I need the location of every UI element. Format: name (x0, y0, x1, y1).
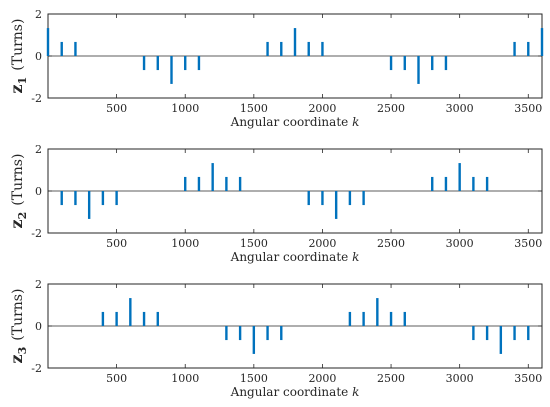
y-axis-label-unit: (Turns) (10, 154, 26, 206)
x-tick-label: 500 (106, 372, 127, 385)
y-tick-label: 0 (35, 50, 42, 63)
x-tick-label: 1000 (171, 237, 199, 250)
x-tick-label: 500 (106, 237, 127, 250)
x-tick-label: 3000 (446, 102, 474, 115)
y-tick-label: -2 (31, 362, 42, 375)
x-tick-label: 3000 (446, 372, 474, 385)
y-axis-label-unit: (Turns) (10, 289, 26, 341)
x-axis-label-var: k (352, 250, 359, 264)
y-tick-label: 2 (35, 143, 42, 156)
x-tick-label: 3500 (514, 372, 542, 385)
x-tick-label: 2000 (308, 372, 336, 385)
x-axis-label: Angular coordinate k (230, 115, 360, 129)
x-tick-label: 1500 (240, 237, 268, 250)
x-axis-label-text: Angular coordinate (230, 250, 352, 264)
y-axis-label: z3 (Turns) (7, 289, 29, 364)
x-tick-label: 3500 (514, 237, 542, 250)
x-tick-label: 1000 (171, 102, 199, 115)
x-tick-label: 2000 (308, 237, 336, 250)
x-axis-label-var: k (352, 385, 359, 399)
x-tick-label: 2000 (308, 102, 336, 115)
subplot-1: 500 1000 1500 2000 2500 3000 3500 -2 0 2 Angular c… (7, 8, 544, 129)
y-axis-label-sub: 3 (16, 347, 29, 355)
x-tick-label: 3500 (514, 102, 542, 115)
y-tick-label: -2 (31, 227, 42, 240)
y-axis-label: z2 (Turns) (7, 154, 29, 229)
y-tick-label: 0 (35, 320, 42, 333)
subplot-2: 500 1000 1500 2000 2500 3000 3500 -2 0 2 Angular c… (7, 143, 543, 264)
x-tick-label: 2500 (377, 237, 405, 250)
x-tick-label: 1000 (171, 372, 199, 385)
x-axis-label-text: Angular coordinate (230, 115, 352, 129)
y-axis-label-unit: (Turns) (10, 19, 26, 71)
y-axis-label-var: z (7, 354, 26, 363)
y-tick-label: 2 (35, 278, 42, 291)
y-tick-label: 2 (35, 8, 42, 21)
subplot-3: 500 1000 1500 2000 2500 3000 3500 -2 0 2 Angular c… (7, 278, 543, 399)
y-tick-label: -2 (31, 92, 42, 105)
y-tick-label: 0 (35, 185, 42, 198)
x-tick-label: 2500 (377, 372, 405, 385)
x-axis-label-text: Angular coordinate (230, 385, 352, 399)
x-tick-label: 1500 (240, 102, 268, 115)
y-axis-label: z1 (Turns) (7, 19, 29, 94)
x-tick-label: 1500 (240, 372, 268, 385)
y-axis-label-var: z (7, 84, 26, 93)
x-axis-label-var: k (352, 115, 359, 129)
y-axis-label-var: z (7, 219, 26, 228)
y-axis-label-sub: 2 (16, 212, 29, 220)
x-tick-label: 2500 (377, 102, 405, 115)
x-tick-label: 3000 (446, 237, 474, 250)
x-axis-label: Angular coordinate k (230, 385, 360, 399)
x-axis-label: Angular coordinate k (230, 250, 360, 264)
x-tick-label: 500 (106, 102, 127, 115)
y-axis-label-sub: 1 (16, 77, 29, 85)
